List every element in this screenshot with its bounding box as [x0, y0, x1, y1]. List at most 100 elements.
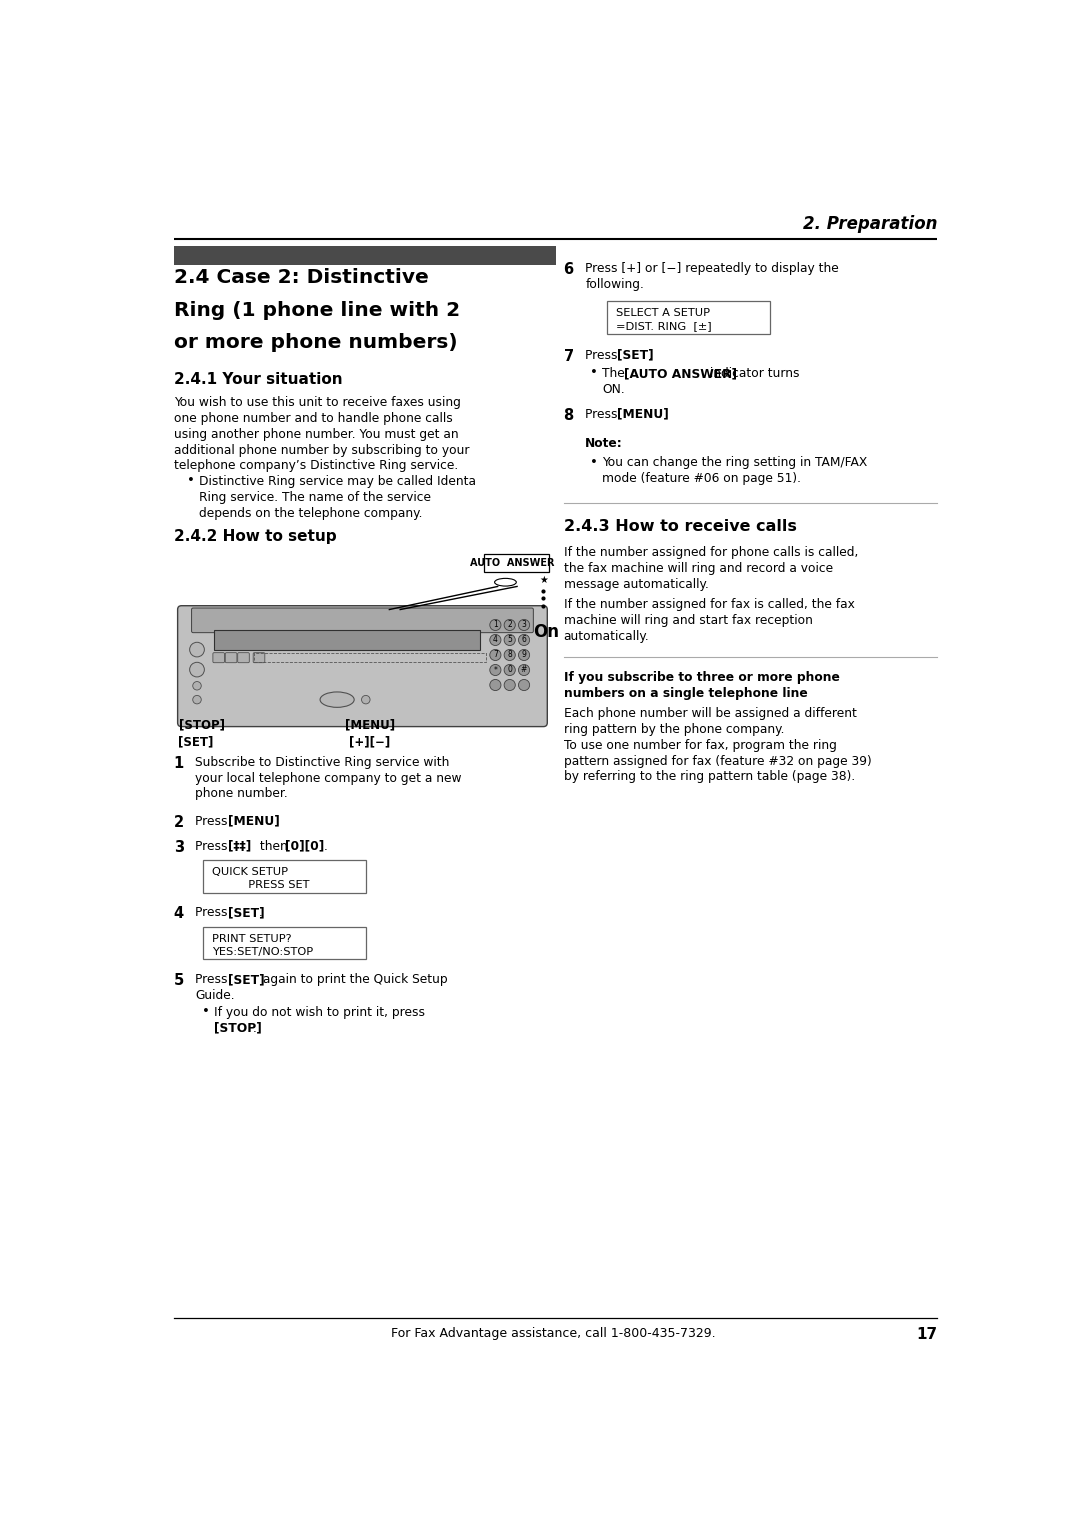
- Text: On: On: [532, 623, 558, 642]
- Circle shape: [490, 680, 501, 691]
- Text: You wish to use this unit to receive faxes using: You wish to use this unit to receive fax…: [174, 396, 461, 410]
- Text: 2.4.2 How to setup: 2.4.2 How to setup: [174, 529, 336, 544]
- Text: machine will ring and start fax reception: machine will ring and start fax receptio…: [564, 614, 812, 626]
- Text: #: #: [521, 666, 527, 674]
- Text: .: .: [324, 840, 327, 853]
- Text: ring pattern by the phone company.: ring pattern by the phone company.: [564, 723, 784, 736]
- Circle shape: [190, 642, 204, 657]
- FancyBboxPatch shape: [177, 605, 548, 727]
- Text: telephone company’s Distinctive Ring service.: telephone company’s Distinctive Ring ser…: [174, 460, 458, 472]
- Bar: [255, 652, 486, 662]
- Text: To use one number for fax, program the ring: To use one number for fax, program the r…: [564, 740, 836, 752]
- Circle shape: [490, 634, 501, 645]
- Circle shape: [518, 634, 529, 645]
- Ellipse shape: [495, 579, 516, 587]
- Text: SELECT A SETUP: SELECT A SETUP: [617, 309, 711, 318]
- Text: [SET]: [SET]: [178, 735, 213, 749]
- Text: PRESS SET: PRESS SET: [213, 880, 310, 891]
- Text: [STOP]: [STOP]: [214, 1022, 261, 1034]
- Text: mode (feature #06 on page 51).: mode (feature #06 on page 51).: [603, 472, 801, 484]
- Circle shape: [518, 619, 529, 631]
- Text: 0: 0: [508, 666, 512, 674]
- Text: Press: Press: [585, 348, 622, 362]
- Text: following.: following.: [585, 278, 644, 290]
- Circle shape: [504, 634, 515, 645]
- Text: 4: 4: [492, 636, 498, 645]
- Bar: [607, 301, 770, 333]
- Text: Press: Press: [195, 906, 232, 920]
- Text: Press: Press: [195, 973, 232, 986]
- Text: 6: 6: [564, 261, 573, 277]
- Text: •: •: [187, 474, 194, 487]
- Text: 3: 3: [522, 620, 526, 630]
- Text: If the number assigned for phone calls is called,: If the number assigned for phone calls i…: [564, 547, 858, 559]
- Circle shape: [490, 649, 501, 660]
- Text: [STOP]: [STOP]: [178, 718, 225, 730]
- FancyBboxPatch shape: [191, 608, 534, 633]
- Text: 2: 2: [508, 620, 512, 630]
- Text: numbers on a single telephone line: numbers on a single telephone line: [564, 688, 808, 700]
- Text: [SET]: [SET]: [618, 348, 654, 362]
- Text: 2. Preparation: 2. Preparation: [802, 214, 937, 232]
- Text: Press: Press: [585, 408, 622, 420]
- Text: [MENU]: [MENU]: [618, 408, 670, 420]
- Text: =DIST. RING  [±]: =DIST. RING [±]: [617, 321, 712, 332]
- Text: 9: 9: [522, 651, 526, 660]
- Text: Press: Press: [195, 840, 232, 853]
- Text: 4: 4: [174, 906, 184, 921]
- Text: *: *: [494, 666, 497, 674]
- Text: or more phone numbers): or more phone numbers): [174, 333, 457, 351]
- Text: If the number assigned for fax is called, the fax: If the number assigned for fax is called…: [564, 599, 854, 611]
- Text: 7: 7: [492, 651, 498, 660]
- Circle shape: [504, 619, 515, 631]
- Text: Ring service. The name of the service: Ring service. The name of the service: [199, 490, 431, 504]
- Circle shape: [518, 680, 529, 691]
- Text: 1: 1: [492, 620, 498, 630]
- Text: 8: 8: [508, 651, 512, 660]
- Circle shape: [192, 695, 201, 704]
- Text: .: .: [258, 906, 262, 920]
- Text: Each phone number will be assigned a different: Each phone number will be assigned a dif…: [564, 707, 856, 720]
- Text: using another phone number. You must get an: using another phone number. You must get…: [174, 428, 458, 442]
- FancyBboxPatch shape: [213, 652, 225, 663]
- Text: Press: Press: [195, 814, 232, 828]
- Text: depends on the telephone company.: depends on the telephone company.: [199, 507, 422, 520]
- Text: by referring to the ring pattern table (page 38).: by referring to the ring pattern table (…: [564, 770, 855, 784]
- Text: 7: 7: [564, 348, 573, 364]
- Circle shape: [190, 662, 204, 677]
- Text: pattern assigned for fax (feature #32 on page 39): pattern assigned for fax (feature #32 on…: [564, 755, 872, 767]
- Text: phone number.: phone number.: [195, 787, 288, 801]
- Text: 2.4 Case 2: Distinctive: 2.4 Case 2: Distinctive: [174, 269, 429, 287]
- Text: QUICK SETUP: QUICK SETUP: [213, 866, 288, 877]
- Circle shape: [518, 649, 529, 660]
- Text: then: then: [256, 840, 292, 853]
- Text: [AUTO ANSWER]: [AUTO ANSWER]: [624, 367, 737, 380]
- Text: Note:: Note:: [585, 437, 623, 451]
- Text: [‡‡]: [‡‡]: [228, 840, 251, 853]
- Text: indicator turns: indicator turns: [706, 367, 799, 380]
- Bar: [203, 860, 366, 892]
- Text: 2: 2: [174, 814, 184, 830]
- Text: .: .: [658, 408, 662, 420]
- Text: [SET]: [SET]: [228, 973, 265, 986]
- Bar: [174, 246, 556, 264]
- Text: Subscribe to Distinctive Ring service with: Subscribe to Distinctive Ring service wi…: [195, 756, 450, 769]
- Text: •: •: [202, 1005, 210, 1018]
- Text: .: .: [648, 348, 652, 362]
- Text: 1: 1: [174, 756, 184, 770]
- Text: [0][0]: [0][0]: [285, 840, 324, 853]
- Text: 8: 8: [564, 408, 573, 423]
- Circle shape: [490, 619, 501, 631]
- Ellipse shape: [320, 692, 354, 707]
- Text: automatically.: automatically.: [564, 630, 649, 643]
- Text: ★: ★: [539, 575, 548, 585]
- Circle shape: [504, 680, 515, 691]
- FancyBboxPatch shape: [253, 652, 265, 663]
- Text: 2.4.1 Your situation: 2.4.1 Your situation: [174, 373, 342, 388]
- Text: •: •: [590, 367, 598, 379]
- Text: your local telephone company to get a new: your local telephone company to get a ne…: [195, 772, 462, 785]
- Circle shape: [504, 665, 515, 675]
- Bar: [484, 555, 549, 571]
- Text: For Fax Advantage assistance, call 1-800-435-7329.: For Fax Advantage assistance, call 1-800…: [391, 1326, 716, 1340]
- Text: ON.: ON.: [603, 384, 625, 396]
